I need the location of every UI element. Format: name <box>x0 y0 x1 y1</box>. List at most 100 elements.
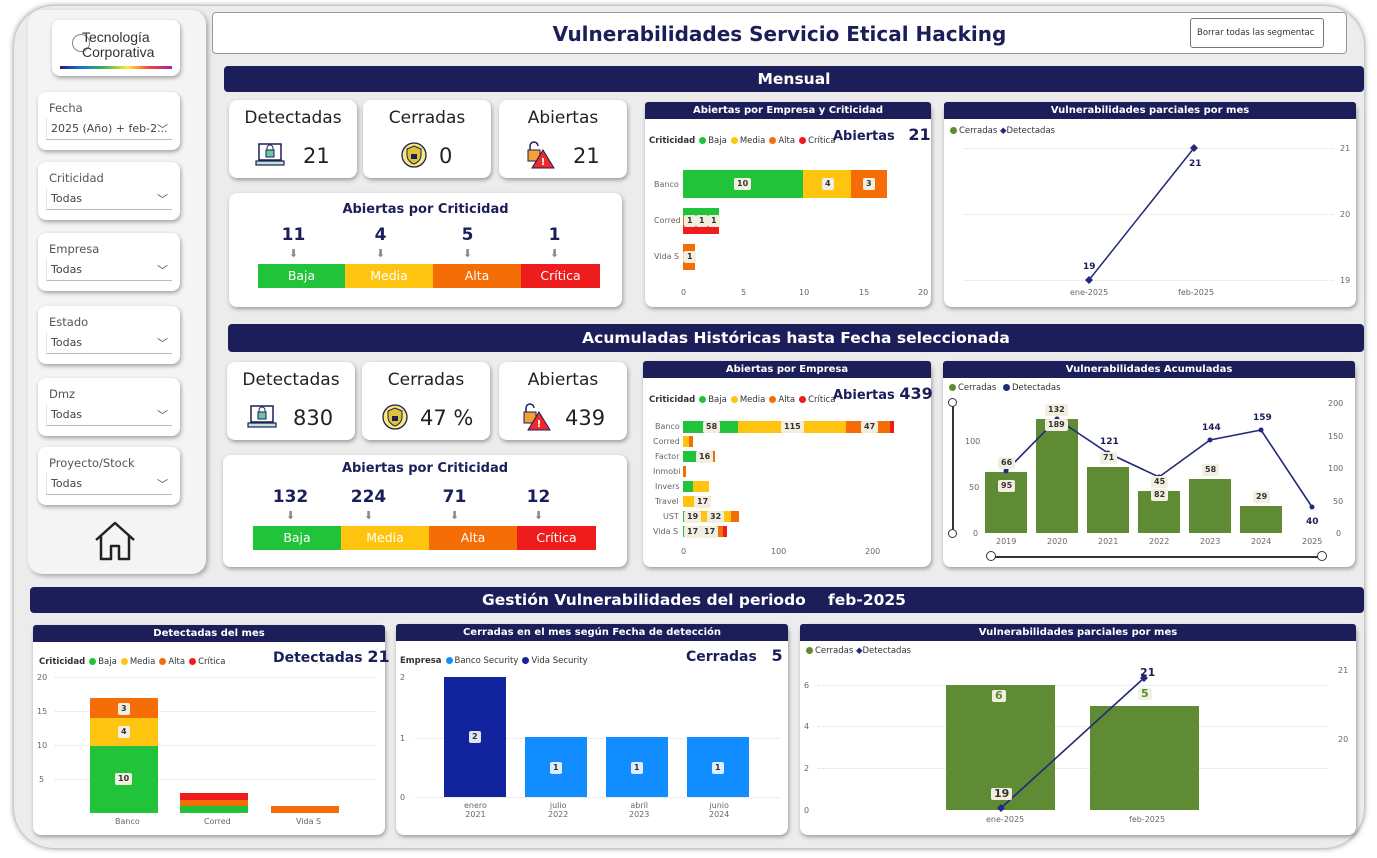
arrow-down-icon: ⬇ <box>462 247 473 260</box>
crit-seg-critica: Crítica <box>521 264 600 288</box>
slicer-empresa[interactable]: Empresa Todas ﹀ <box>38 233 180 291</box>
slicer-fecha[interactable]: Fecha 2025 (Año) + feb-2... ﹀ <box>38 92 180 150</box>
axis-tick: 200 <box>865 547 881 556</box>
axis-tick: 15 <box>859 288 870 297</box>
chart-abiertas-empresa-criticidad: Abiertas por Empresa y Criticidad Critic… <box>645 102 931 307</box>
data-label: 5 <box>1138 688 1152 700</box>
slicer-proyecto-stock[interactable]: Proyecto/Stock Todas ﹀ <box>38 447 180 505</box>
gridline <box>964 148 1334 149</box>
gridline <box>55 677 375 678</box>
data-label: 1 <box>550 762 562 774</box>
chart-vulnerabilidades-acumuladas: Vulnerabilidades Acumuladas Cerradas Det… <box>943 361 1355 567</box>
axis-tick: 2021 <box>1098 537 1119 546</box>
chart-parciales-gestion: Vulnerabilidades parciales por mes Cerra… <box>800 624 1356 835</box>
gridline <box>818 726 1328 727</box>
slicer-dropdown[interactable]: Todas ﹀ <box>46 404 172 426</box>
chart-legend: Criticidad Baja Media Alta Crítica <box>39 657 226 667</box>
bar-inmobi <box>683 466 686 477</box>
axis-tick: 5 <box>39 775 45 784</box>
axis-tick: 2023 <box>1200 537 1221 546</box>
chart-title: Vulnerabilidades parciales por mes <box>944 102 1356 119</box>
crit-seg-media: Media <box>341 526 429 550</box>
slider-handle-right[interactable] <box>1317 551 1327 561</box>
chart-title: Vulnerabilidades Acumuladas <box>943 361 1355 378</box>
chevron-down-icon: ﹀ <box>157 409 168 422</box>
data-label: 45 <box>1151 476 1169 488</box>
slicer-label: Criticidad <box>49 171 104 185</box>
slicer-criticidad[interactable]: Criticidad Todas ﹀ <box>38 162 180 220</box>
data-label: 2 <box>469 731 481 743</box>
slicer-dropdown[interactable]: Todas ﹀ <box>46 473 172 495</box>
vertical-zoom-slider[interactable] <box>952 401 954 533</box>
data-label: 132 <box>1045 404 1068 416</box>
crit-count-alta: 71 <box>442 487 467 507</box>
chart-legend: Criticidad Baja Media Alta Crítica <box>649 136 836 146</box>
slider-handle-left[interactable] <box>986 551 996 561</box>
axis-tick: 21 <box>1340 144 1351 153</box>
axis-tick: Corred <box>204 817 231 826</box>
home-icon[interactable] <box>92 518 138 564</box>
data-label: 16 <box>696 451 714 463</box>
axis-tick: 0 <box>804 806 810 815</box>
data-label: 115 <box>781 421 804 433</box>
slider-handle-top[interactable] <box>948 398 957 407</box>
clear-slicers-button[interactable]: Borrar todas las segmentac <box>1190 18 1324 48</box>
axis-tick: 50 <box>1333 497 1344 506</box>
kpi-detectadas-mensual: Detectadas 21 <box>229 100 357 178</box>
line-detectadas <box>1085 144 1198 284</box>
gridline <box>818 768 1328 769</box>
chart-title: Detectadas del mes <box>33 625 385 642</box>
bar-corred-critica <box>180 793 248 800</box>
slicer-dropdown[interactable]: Todas ﹀ <box>46 188 172 210</box>
bar-cerradas-2020 <box>1036 419 1078 533</box>
axis-tick: 2024 <box>1251 537 1272 546</box>
arrow-down-icon: ⬇ <box>363 509 374 522</box>
slicer-estado[interactable]: Estado Todas ﹀ <box>38 306 180 364</box>
bar-cerradas-2024 <box>1240 506 1282 533</box>
crit-count-baja: 132 <box>272 487 309 507</box>
axis-tick: abril 2023 <box>629 801 650 819</box>
axis-tick: feb-2025 <box>1129 815 1166 824</box>
data-label: 3 <box>118 703 130 715</box>
chart-parciales-mes: Vulnerabilidades parciales por mes Cerra… <box>944 102 1356 307</box>
axis-tick: 2 <box>804 764 810 773</box>
axis-tick: 21 <box>1338 666 1349 675</box>
slicer-label: Empresa <box>49 242 100 256</box>
data-label: 32 <box>707 511 725 523</box>
data-label: 1 <box>631 762 643 774</box>
data-label: 17 <box>701 526 719 538</box>
chart-cerradas-mes: Cerradas en el mes según Fecha de detecc… <box>396 624 788 835</box>
crit-seg-baja: Baja <box>258 264 345 288</box>
data-label: 4 <box>822 178 834 190</box>
axis-tick: 20 <box>37 673 48 682</box>
slider-handle-bottom[interactable] <box>948 529 957 538</box>
slicer-dropdown[interactable]: Todas ﹀ <box>46 332 172 354</box>
arrow-down-icon: ⬇ <box>533 509 544 522</box>
data-label: 1 <box>684 215 696 227</box>
kpi-value: 439 <box>565 406 606 430</box>
bar-corred-baja <box>180 806 248 813</box>
axis-tick: ene-2025 <box>986 815 1025 824</box>
logo-text: Tecnología Corporativa <box>82 29 155 60</box>
slicer-label: Proyecto/Stock <box>49 456 135 470</box>
gridline <box>414 738 779 739</box>
big-kpi: Detectadas 21 <box>273 647 390 666</box>
axis-tick: 100 <box>1328 464 1344 473</box>
chart-abiertas-empresa: Abiertas por Empresa Criticidad Baja Media… <box>643 361 933 567</box>
crit-count-critica: 1 <box>548 225 561 245</box>
shield-lock-icon <box>401 142 427 168</box>
slicer-dropdown[interactable]: Todas ﹀ <box>46 259 172 281</box>
axis-label: Travel <box>655 497 679 506</box>
logo-mark-icon <box>72 34 90 52</box>
crit-count-media: 224 <box>350 487 387 507</box>
kpi-label: Detectadas <box>244 108 342 128</box>
kpi-value: 47 % <box>420 406 474 430</box>
company-logo: Tecnología Corporativa <box>52 20 180 76</box>
slicer-dropdown[interactable]: 2025 (Año) + feb-2... ﹀ <box>46 118 172 140</box>
line-detectadas <box>997 674 1148 812</box>
bar-corred <box>683 436 689 447</box>
axis-label: Factor <box>655 452 680 461</box>
slicer-dmz[interactable]: Dmz Todas ﹀ <box>38 378 180 436</box>
horizontal-zoom-slider[interactable] <box>991 556 1321 558</box>
data-label: 29 <box>1253 491 1271 503</box>
